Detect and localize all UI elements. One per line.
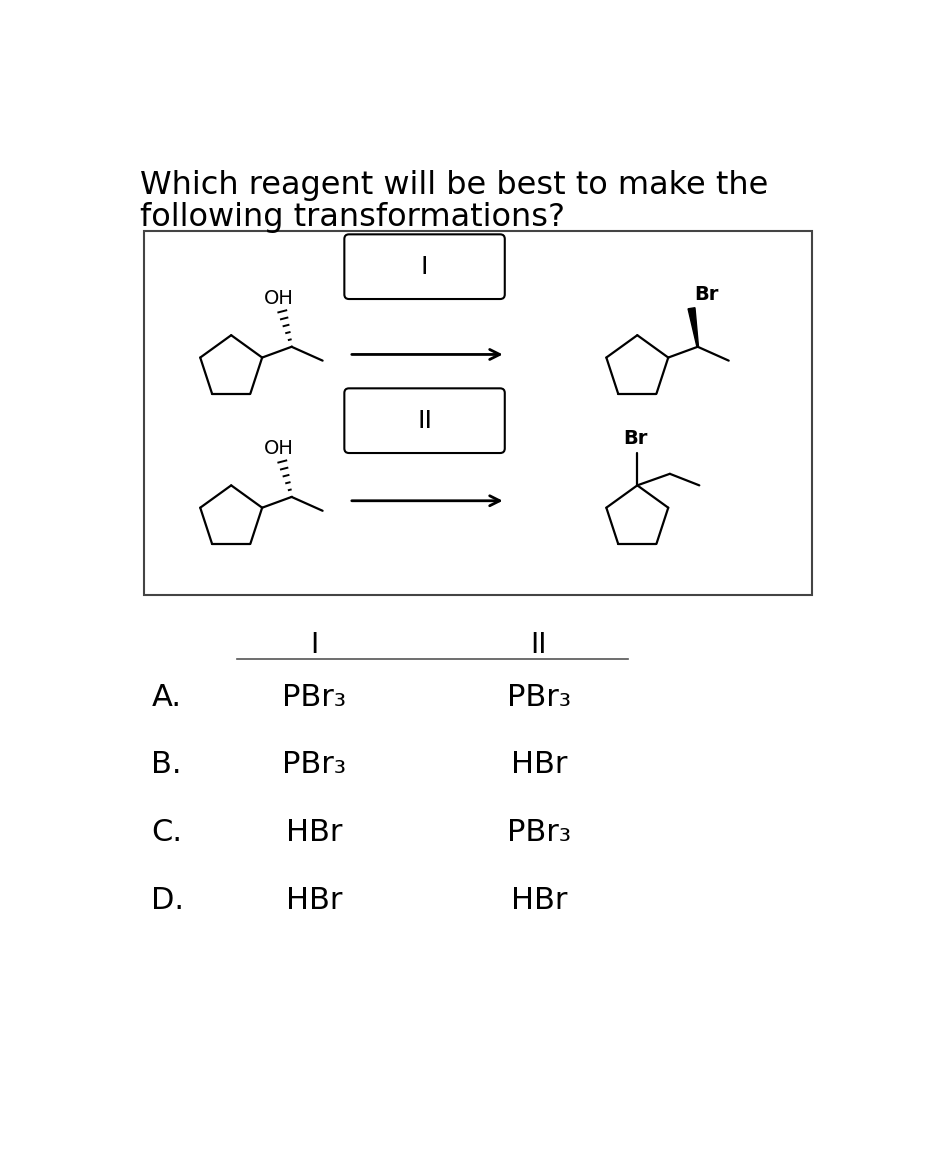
Polygon shape — [688, 308, 698, 346]
Text: C.: C. — [151, 818, 183, 847]
Text: PBr₃: PBr₃ — [507, 818, 571, 847]
Text: PBr₃: PBr₃ — [282, 750, 346, 779]
Text: I: I — [310, 631, 318, 659]
FancyBboxPatch shape — [344, 234, 505, 300]
Text: II: II — [530, 631, 547, 659]
Bar — [144, 232, 812, 594]
Text: OH: OH — [264, 289, 294, 308]
Text: II: II — [417, 408, 432, 433]
Text: Br: Br — [624, 429, 648, 448]
Text: HBr: HBr — [286, 818, 342, 847]
Text: D.: D. — [151, 886, 185, 915]
Text: I: I — [421, 255, 429, 278]
Text: HBr: HBr — [286, 886, 342, 915]
Text: OH: OH — [264, 439, 294, 457]
Text: PBr₃: PBr₃ — [282, 682, 346, 711]
Text: following transformations?: following transformations? — [140, 202, 565, 233]
Text: Br: Br — [694, 285, 719, 304]
Text: B.: B. — [151, 750, 182, 779]
Text: HBr: HBr — [511, 750, 568, 779]
Text: HBr: HBr — [511, 886, 568, 915]
Text: Which reagent will be best to make the: Which reagent will be best to make the — [140, 170, 768, 201]
FancyBboxPatch shape — [344, 388, 505, 453]
Text: PBr₃: PBr₃ — [507, 682, 571, 711]
Text: A.: A. — [151, 682, 182, 711]
